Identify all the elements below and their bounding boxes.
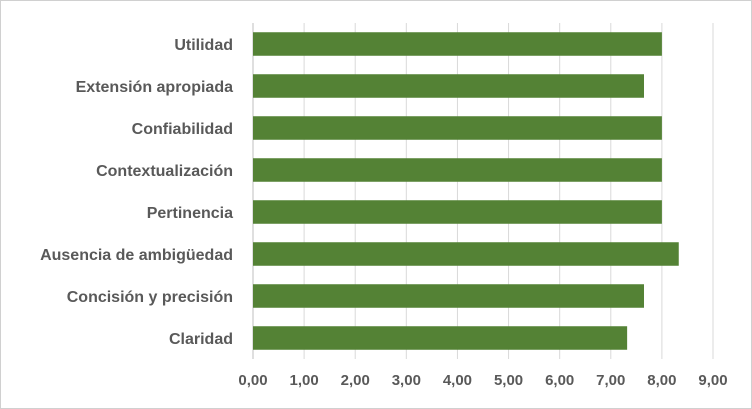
bars <box>253 32 679 350</box>
category-label: Utilidad <box>174 37 233 54</box>
x-tick-label: 3,00 <box>392 372 421 389</box>
x-tick-label: 8,00 <box>647 372 676 389</box>
bar <box>253 74 644 98</box>
category-label: Confiabilidad <box>132 121 233 138</box>
x-tick-label: 4,00 <box>443 372 472 389</box>
bar <box>253 158 662 182</box>
x-tick-label: 0,00 <box>238 372 267 389</box>
category-label: Contextualización <box>96 163 233 180</box>
x-tick-label: 9,00 <box>698 372 727 389</box>
category-label: Concisión y precisión <box>67 289 233 306</box>
x-tick-labels: 0,00 1,00 2,00 3,00 4,00 5,00 6,00 7,00 8,00 9,00 <box>238 372 727 389</box>
category-label: Ausencia de ambigüedad <box>40 247 233 264</box>
bar <box>253 284 644 308</box>
x-tick-label: 2,00 <box>341 372 370 389</box>
gridlines <box>252 23 714 359</box>
bar <box>253 326 628 350</box>
bar <box>253 200 662 224</box>
bar <box>253 116 662 140</box>
category-label: Extensión apropiada <box>76 79 233 96</box>
x-tick-label: 1,00 <box>290 372 319 389</box>
bar <box>253 32 662 56</box>
x-tick-label: 5,00 <box>494 372 523 389</box>
x-tick-label: 7,00 <box>596 372 625 389</box>
category-label: Claridad <box>169 331 233 348</box>
category-labels: Utilidad Extensión apropiada Confiabilidad… <box>40 37 233 348</box>
x-tick-label: 6,00 <box>545 372 574 389</box>
bar <box>253 242 679 266</box>
category-label: Pertinencia <box>147 205 233 222</box>
